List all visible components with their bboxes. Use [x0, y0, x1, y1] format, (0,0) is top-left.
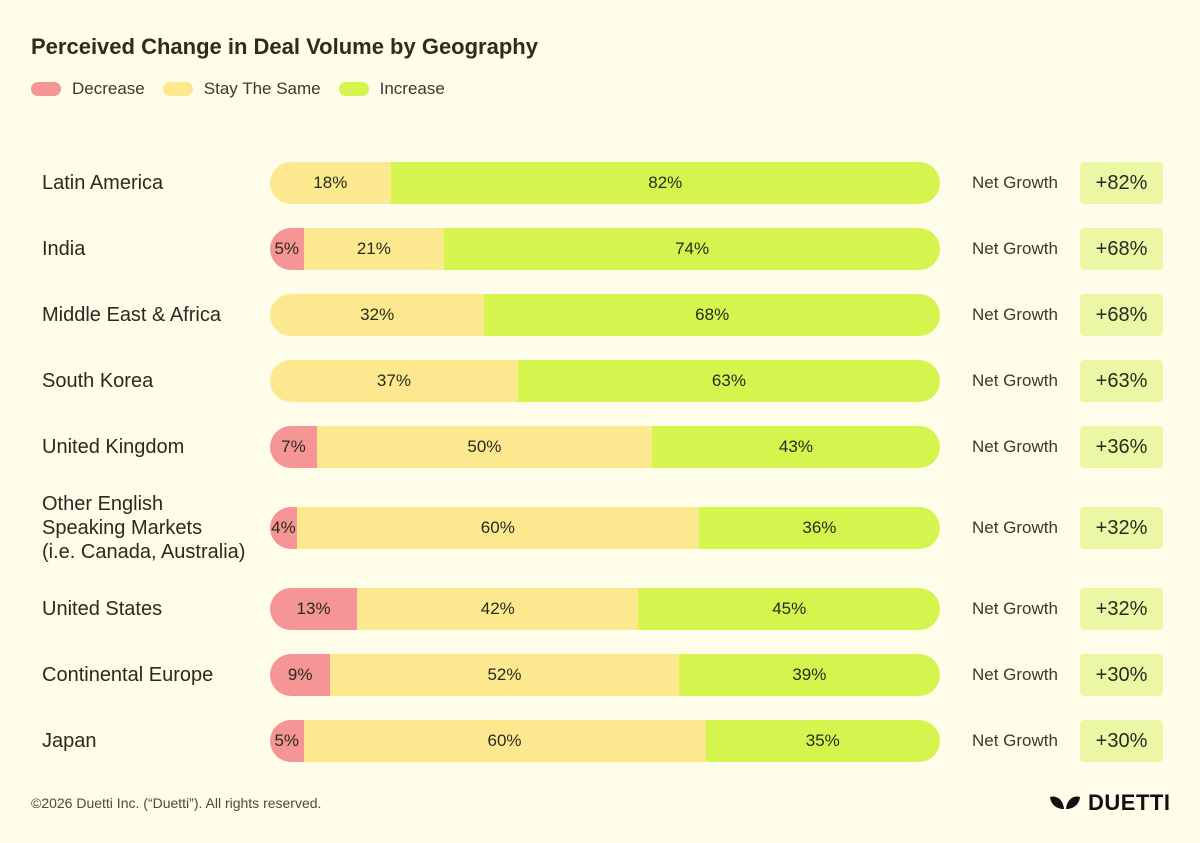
net-growth-value-japan: +30%: [1080, 720, 1163, 762]
bar-segment-decrease-united-kingdom: 7%: [270, 426, 317, 468]
legend-item-increase: Increase: [338, 79, 445, 99]
legend-swatch-increase: [338, 82, 369, 96]
net-growth-value-other-english-speaking-markets-i-e-canada-australia: +32%: [1080, 507, 1163, 549]
row-label-latin-america: Latin America: [42, 172, 164, 194]
net-growth-value-south-korea: +63%: [1080, 360, 1163, 402]
bar-segment-stay-the-same-india: 21%: [303, 228, 445, 270]
bar-segment-stay-the-same-united-kingdom: 50%: [316, 426, 652, 468]
bar-other-english-speaking-markets-i-e-canada-australia: 4% 60% 36%: [270, 507, 940, 549]
net-growth-label-united-states: Net Growth: [972, 599, 1058, 618]
row-label-united-states: United States: [42, 598, 163, 620]
bar-segment-decrease-other-english-speaking-markets-i-e-canada-australia: 4%: [270, 507, 297, 549]
bar-segment-stay-the-same-japan: 60%: [303, 720, 706, 762]
row-label-japan: Japan: [42, 730, 97, 752]
bar-segment-increase-japan: 35%: [705, 720, 940, 762]
legend-label-increase: Increase: [379, 79, 445, 98]
row-label-continental-europe: Continental Europe: [42, 664, 214, 686]
duetti-logo: DUETTI: [1048, 790, 1170, 816]
bar-segment-increase-continental-europe: 39%: [678, 654, 940, 696]
chart-title: Perceived Change in Deal Volume by Geogr…: [31, 34, 538, 59]
net-growth-value-india: +68%: [1080, 228, 1163, 270]
copyright-footer: ©2026 Duetti Inc. (“Duetti”). All rights…: [31, 795, 322, 811]
net-growth-value-middle-east-africa: +68%: [1080, 294, 1163, 336]
bar-segment-increase-united-states: 45%: [638, 588, 940, 630]
row-label-middle-east-africa: Middle East & Africa: [42, 304, 221, 326]
legend-label-decrease: Decrease: [72, 79, 145, 98]
bar-segment-stay-the-same-united-states: 42%: [357, 588, 639, 630]
net-growth-label-india: Net Growth: [972, 239, 1058, 258]
bar-segment-increase-india: 74%: [444, 228, 940, 270]
row-label-south-korea: South Korea: [42, 370, 154, 392]
duetti-logo-mark-icon: [1050, 796, 1080, 809]
legend-item-stay-the-same: Stay The Same: [162, 79, 321, 99]
net-growth-label-middle-east-africa: Net Growth: [972, 305, 1058, 324]
row-label-united-kingdom: United Kingdom: [42, 436, 185, 458]
net-growth-label-continental-europe: Net Growth: [972, 665, 1058, 684]
bar-segment-increase-united-kingdom: 43%: [651, 426, 940, 468]
legend: Decrease Stay The Same Increase: [31, 79, 463, 99]
bar-united-kingdom: 7% 50% 43%: [270, 426, 940, 468]
row-label-other-english-speaking-markets-i-e-canada-australia: Other English Speaking Markets (i.e. Can…: [42, 493, 246, 563]
net-growth-label-other-english-speaking-markets-i-e-canada-australia: Net Growth: [972, 518, 1058, 537]
net-growth-label-latin-america: Net Growth: [972, 173, 1058, 192]
legend-item-decrease: Decrease: [31, 79, 145, 99]
bar-united-states: 13% 42% 45%: [270, 588, 940, 630]
bar-segment-stay-the-same-middle-east-africa: 32%: [270, 294, 485, 336]
net-growth-label-south-korea: Net Growth: [972, 371, 1058, 390]
bar-segment-decrease-japan: 5%: [270, 720, 304, 762]
net-growth-label-japan: Net Growth: [972, 731, 1058, 750]
bar-segment-stay-the-same-latin-america: 18%: [270, 162, 391, 204]
net-growth-value-continental-europe: +30%: [1080, 654, 1163, 696]
net-growth-label-united-kingdom: Net Growth: [972, 437, 1058, 456]
bar-segment-increase-other-english-speaking-markets-i-e-canada-australia: 36%: [698, 507, 940, 549]
bar-segment-stay-the-same-continental-europe: 52%: [330, 654, 679, 696]
bar-segment-decrease-india: 5%: [270, 228, 304, 270]
legend-swatch-stay-the-same: [162, 82, 193, 96]
bar-segment-decrease-continental-europe: 9%: [270, 654, 331, 696]
bar-latin-america: 18% 82%: [270, 162, 940, 204]
bar-segment-stay-the-same-other-english-speaking-markets-i-e-canada-australia: 60%: [296, 507, 699, 549]
bar-segment-increase-middle-east-africa: 68%: [484, 294, 940, 336]
bar-segment-increase-south-korea: 63%: [517, 360, 940, 402]
bar-middle-east-africa: 32% 68%: [270, 294, 940, 336]
bar-japan: 5% 60% 35%: [270, 720, 940, 762]
net-growth-value-united-kingdom: +36%: [1080, 426, 1163, 468]
bar-segment-increase-latin-america: 82%: [390, 162, 940, 204]
bar-continental-europe: 9% 52% 39%: [270, 654, 940, 696]
duetti-logo-text: DUETTI: [1088, 790, 1171, 815]
bar-segment-decrease-united-states: 13%: [270, 588, 358, 630]
bar-segment-stay-the-same-south-korea: 37%: [270, 360, 518, 402]
row-label-india: India: [42, 238, 86, 260]
bar-india: 5% 21% 74%: [270, 228, 940, 270]
net-growth-value-latin-america: +82%: [1080, 162, 1163, 204]
net-growth-value-united-states: +32%: [1080, 588, 1163, 630]
legend-swatch-decrease: [31, 82, 61, 96]
legend-label-stay-the-same: Stay The Same: [203, 79, 321, 98]
bar-south-korea: 37% 63%: [270, 360, 940, 402]
